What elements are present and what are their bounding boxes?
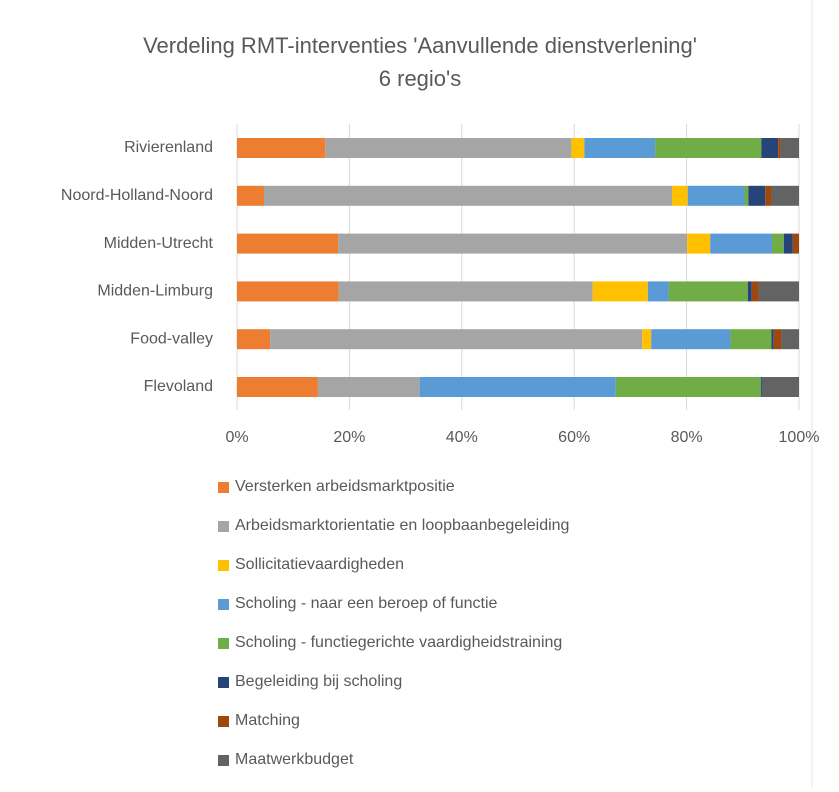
bar (237, 233, 339, 254)
bar (687, 233, 711, 254)
y-tick-label: Midden-Limburg (97, 283, 213, 300)
legend-label: Versterken arbeidsmarktpositie (235, 478, 455, 495)
bar (761, 138, 779, 158)
legend-label: Begeleiding bij scholing (235, 673, 402, 690)
bar (671, 185, 688, 206)
bar (747, 281, 752, 302)
bar (772, 233, 784, 254)
bar (237, 329, 271, 350)
bar (744, 185, 749, 206)
legend-swatch (218, 599, 229, 610)
x-tick-label: 40% (446, 429, 478, 446)
x-tick-label: 80% (671, 429, 703, 446)
bar (710, 233, 773, 254)
bar (668, 281, 748, 302)
y-tick-label: Midden-Utrecht (104, 235, 214, 252)
legend-label: Matching (235, 712, 300, 729)
bar (338, 281, 593, 302)
legend-label: Arbeidsmarktorientatie en loopbaanbegele… (235, 517, 569, 534)
bar (655, 138, 762, 158)
legend-label: Sollicitatievaardigheden (235, 556, 404, 573)
legend-swatch (218, 755, 229, 766)
x-tick-label: 20% (333, 429, 365, 446)
bar (571, 138, 585, 158)
bar (237, 138, 326, 158)
legend-swatch (218, 560, 229, 571)
bar (771, 185, 799, 206)
bar (419, 377, 616, 397)
bar (792, 233, 799, 254)
y-tick-label: Food-valley (130, 330, 213, 347)
bar (748, 185, 766, 206)
legend-swatch (218, 716, 229, 727)
bar (780, 138, 799, 158)
bar (647, 281, 669, 302)
legend-label: Maatwerkbudget (235, 751, 354, 768)
bar (317, 377, 420, 397)
y-tick-label: Flevoland (144, 378, 213, 395)
bar (237, 185, 264, 206)
bar (760, 377, 762, 397)
chart-title: Verdeling RMT-interventies 'Aanvullende … (143, 33, 697, 58)
bar (761, 377, 799, 397)
bar (584, 138, 656, 158)
legend-swatch (218, 482, 229, 493)
bar (592, 281, 648, 302)
bar (765, 185, 772, 206)
bar (263, 185, 672, 206)
bar (730, 329, 772, 350)
bar (687, 185, 745, 206)
bar (615, 377, 761, 397)
legend-label: Scholing - functiegerichte vaardigheidst… (235, 634, 562, 651)
bar (270, 329, 643, 350)
bar (751, 281, 759, 302)
bar (783, 233, 793, 254)
bar (651, 329, 731, 350)
legend-swatch (218, 677, 229, 688)
legend-swatch (218, 521, 229, 532)
y-tick-label: Rivierenland (124, 139, 213, 156)
y-tick-label: Noord-Holland-Noord (61, 187, 213, 204)
bar (642, 329, 652, 350)
legend-swatch (218, 638, 229, 649)
x-tick-label: 100% (779, 429, 820, 446)
chart-title: 6 regio's (379, 66, 461, 91)
bar (325, 138, 572, 158)
x-tick-label: 60% (558, 429, 590, 446)
bar (778, 138, 781, 158)
legend-label: Scholing - naar een beroep of functie (235, 595, 498, 612)
bar (758, 281, 799, 302)
bar (237, 377, 318, 397)
bar (771, 329, 774, 350)
bar (781, 329, 799, 350)
bar (237, 281, 339, 302)
bar (773, 329, 782, 350)
bar (338, 233, 688, 254)
x-tick-label: 0% (225, 429, 248, 446)
